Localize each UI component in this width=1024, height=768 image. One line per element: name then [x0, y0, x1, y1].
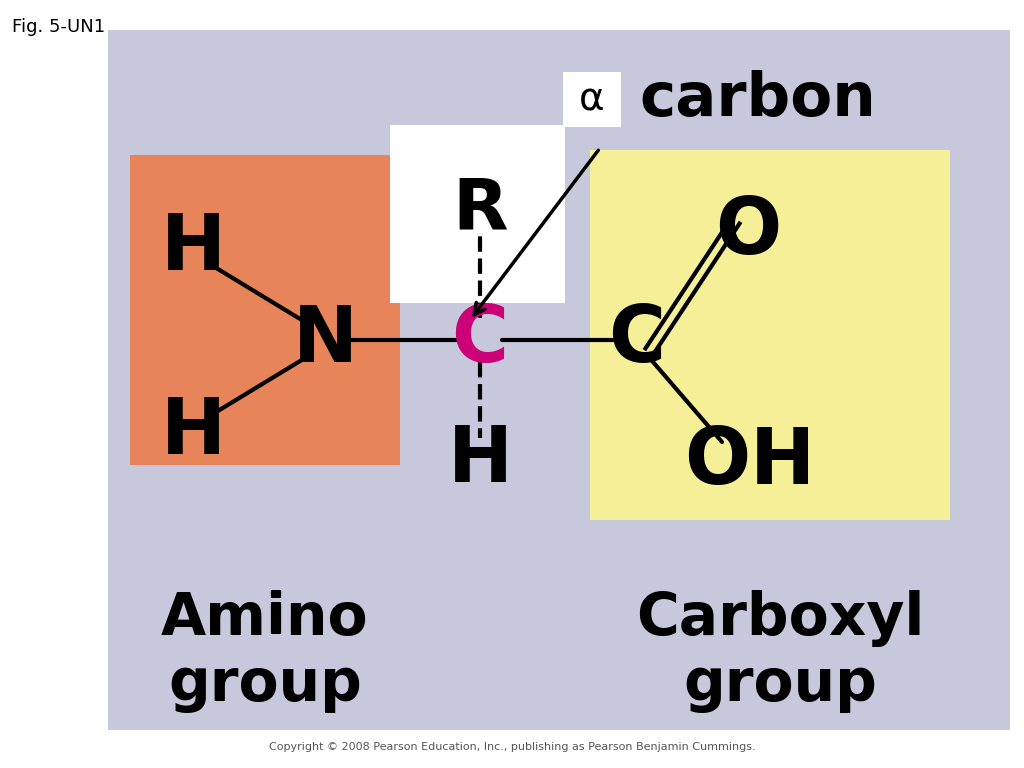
Text: Copyright © 2008 Pearson Education, Inc., publishing as Pearson Benjamin Cumming: Copyright © 2008 Pearson Education, Inc.… [268, 742, 756, 752]
Bar [108, 30, 1010, 730]
Text: carbon: carbon [639, 70, 876, 129]
Text: Carboxyl
group: Carboxyl group [636, 590, 925, 713]
Text: N: N [293, 302, 357, 378]
Bar [390, 125, 565, 303]
Text: Amino
group: Amino group [161, 590, 369, 713]
Text: OH: OH [684, 424, 815, 500]
Bar [130, 155, 400, 465]
Text: R: R [453, 176, 508, 244]
Bar [563, 72, 621, 127]
Text: H: H [447, 422, 512, 498]
Text: O: O [715, 194, 781, 270]
Text: C: C [608, 302, 666, 378]
Text: H: H [161, 210, 225, 286]
Text: C: C [452, 302, 509, 378]
Text: H: H [161, 394, 225, 470]
Bar [590, 150, 950, 520]
Text: α: α [580, 81, 605, 118]
Text: Fig. 5-UN1: Fig. 5-UN1 [12, 18, 105, 36]
